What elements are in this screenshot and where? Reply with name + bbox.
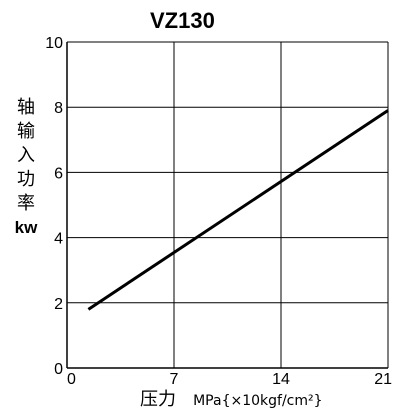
y-tick-label: 8 xyxy=(54,100,63,117)
y-axis-label-char: 轴 xyxy=(17,97,35,118)
y-axis-unit: kw xyxy=(14,218,38,237)
y-axis-label-char: 入 xyxy=(17,145,35,166)
y-axis-label: 轴 输 入 功 率 kw xyxy=(8,96,44,240)
y-tick-label: 0 xyxy=(54,361,63,378)
y-axis-label-char: 功 xyxy=(17,169,35,190)
y-tick-label: 4 xyxy=(54,231,63,248)
x-axis-label: 压力 MPa{×10kgf/cm²} xyxy=(140,385,323,411)
y-axis-label-char: 输 xyxy=(17,121,35,142)
x-axis-label-text: 压力 xyxy=(140,389,176,410)
x-tick-label: 21 xyxy=(374,371,392,388)
series-line xyxy=(87,109,389,311)
y-tick-label: 10 xyxy=(45,35,63,52)
x-tick-label: 0 xyxy=(67,371,76,388)
x-axis-unit: MPa{×10kgf/cm²} xyxy=(193,393,323,409)
y-axis-label-char: 率 xyxy=(17,193,35,214)
x-tick-label: 7 xyxy=(170,371,179,388)
y-tick-label: 6 xyxy=(54,165,63,182)
x-tick-label: 14 xyxy=(272,371,290,388)
y-tick-label: 2 xyxy=(54,296,63,313)
chart-title: VZ130 xyxy=(150,8,215,33)
